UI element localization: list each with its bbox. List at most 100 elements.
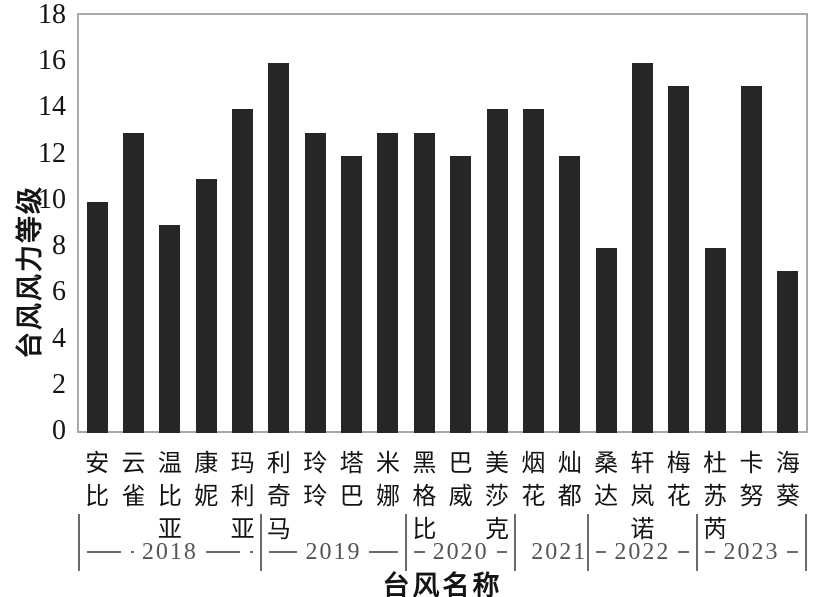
bar	[631, 63, 653, 433]
category-char: 马	[266, 517, 291, 543]
bar	[123, 132, 145, 433]
year-bracket-line	[787, 551, 798, 553]
year-bracket-line	[268, 551, 298, 553]
category-char: 芮	[703, 517, 728, 543]
category-char: 岚	[630, 484, 655, 510]
category-label: 梅花	[661, 448, 697, 514]
category-label: 巴威	[443, 448, 479, 514]
category-label: 康妮	[188, 448, 224, 514]
category-char: 梅	[666, 451, 691, 477]
category-char: 苏	[703, 484, 728, 510]
category-char: 克	[485, 517, 510, 543]
category-char: 妮	[194, 484, 219, 510]
category-char: 海	[775, 451, 800, 477]
category-label: 温比亚	[152, 448, 188, 547]
y-tick-label: 16	[38, 45, 66, 77]
bar	[413, 132, 435, 433]
bar	[304, 132, 326, 433]
bar	[522, 109, 544, 433]
category-label: 玲玲	[297, 448, 333, 514]
category-char: 比	[412, 517, 437, 543]
y-axis-tick-labels: 0 2 4 6 8 10 12 14 16 18	[0, 0, 66, 460]
y-tick-label: 12	[38, 137, 66, 169]
plot-area	[77, 13, 808, 433]
category-char: 花	[521, 484, 546, 510]
category-char: 黑	[412, 451, 437, 477]
y-axis-title: 台风风力等级	[15, 185, 45, 359]
year-bracket-line	[704, 551, 716, 553]
category-char: 亚	[157, 517, 182, 543]
year-bracket-line	[496, 551, 508, 553]
bar	[268, 63, 290, 433]
category-char: 比	[157, 484, 182, 510]
y-tick-label: 10	[38, 183, 66, 215]
category-label: 美莎克	[479, 448, 515, 547]
category-label: 烟花	[515, 448, 551, 514]
category-char: 玛	[230, 451, 255, 477]
category-char: 奇	[266, 484, 291, 510]
x-axis-category-labels: 安比云雀温比亚康妮玛利亚利奇马玲玲塔巴米娜黑格比巴威美莎克烟花灿都桑达轩岚诺梅花…	[79, 448, 806, 548]
bar	[195, 178, 217, 433]
category-char: 桑	[594, 451, 619, 477]
category-label: 利奇马	[261, 448, 297, 547]
y-tick-label: 8	[52, 230, 66, 262]
bar	[377, 132, 399, 433]
y-tick-label: 14	[38, 91, 66, 123]
category-char: 云	[121, 451, 146, 477]
category-char: 亚	[230, 517, 255, 543]
y-tick-label: 18	[38, 0, 66, 30]
bar	[595, 248, 617, 433]
category-char: 威	[448, 484, 473, 510]
bar	[777, 271, 799, 433]
category-char: 达	[594, 484, 619, 510]
category-label: 杜苏芮	[697, 448, 733, 547]
category-char: 烟	[521, 451, 546, 477]
category-label: 黑格比	[406, 448, 442, 547]
category-char: 轩	[630, 451, 655, 477]
year-bracket-line	[87, 551, 134, 553]
category-char: 努	[739, 484, 764, 510]
y-tick-label: 2	[52, 368, 66, 400]
bar	[668, 86, 690, 433]
bar	[159, 225, 181, 433]
category-char: 卡	[739, 451, 764, 477]
year-bracket-line	[205, 551, 253, 553]
y-tick-label: 6	[52, 276, 66, 308]
category-char: 格	[412, 484, 437, 510]
x-axis-title: 台风名称	[382, 571, 503, 597]
category-char: 利	[230, 484, 255, 510]
category-char: 诺	[630, 517, 655, 543]
category-label: 米娜	[370, 448, 406, 514]
category-label: 灿都	[552, 448, 588, 514]
year-bracket-line	[678, 551, 689, 553]
category-char: 玲	[303, 484, 328, 510]
category-label: 玛利亚	[224, 448, 260, 547]
bar	[341, 155, 363, 433]
category-char: 巴	[339, 484, 364, 510]
category-label: 安比	[79, 448, 115, 514]
category-char: 美	[485, 451, 510, 477]
category-char: 米	[375, 451, 400, 477]
category-char: 塔	[339, 451, 364, 477]
category-char: 杜	[703, 451, 728, 477]
category-char: 灿	[557, 451, 582, 477]
category-char: 莎	[485, 484, 510, 510]
bar	[450, 155, 472, 433]
category-char: 巴	[448, 451, 473, 477]
bar	[704, 248, 726, 433]
category-char: 利	[266, 451, 291, 477]
bar	[740, 86, 762, 433]
year-bracket-line	[414, 551, 425, 553]
bar	[559, 155, 581, 433]
category-label: 塔巴	[333, 448, 369, 514]
category-label: 轩岚诺	[624, 448, 660, 547]
category-char: 玲	[303, 451, 328, 477]
year-bracket-line	[369, 551, 399, 553]
category-char: 比	[85, 484, 110, 510]
category-char: 雀	[121, 484, 146, 510]
category-label: 海葵	[770, 448, 806, 514]
year-bracket-line	[595, 551, 607, 553]
category-label: 云雀	[115, 448, 151, 514]
category-char: 康	[194, 451, 219, 477]
